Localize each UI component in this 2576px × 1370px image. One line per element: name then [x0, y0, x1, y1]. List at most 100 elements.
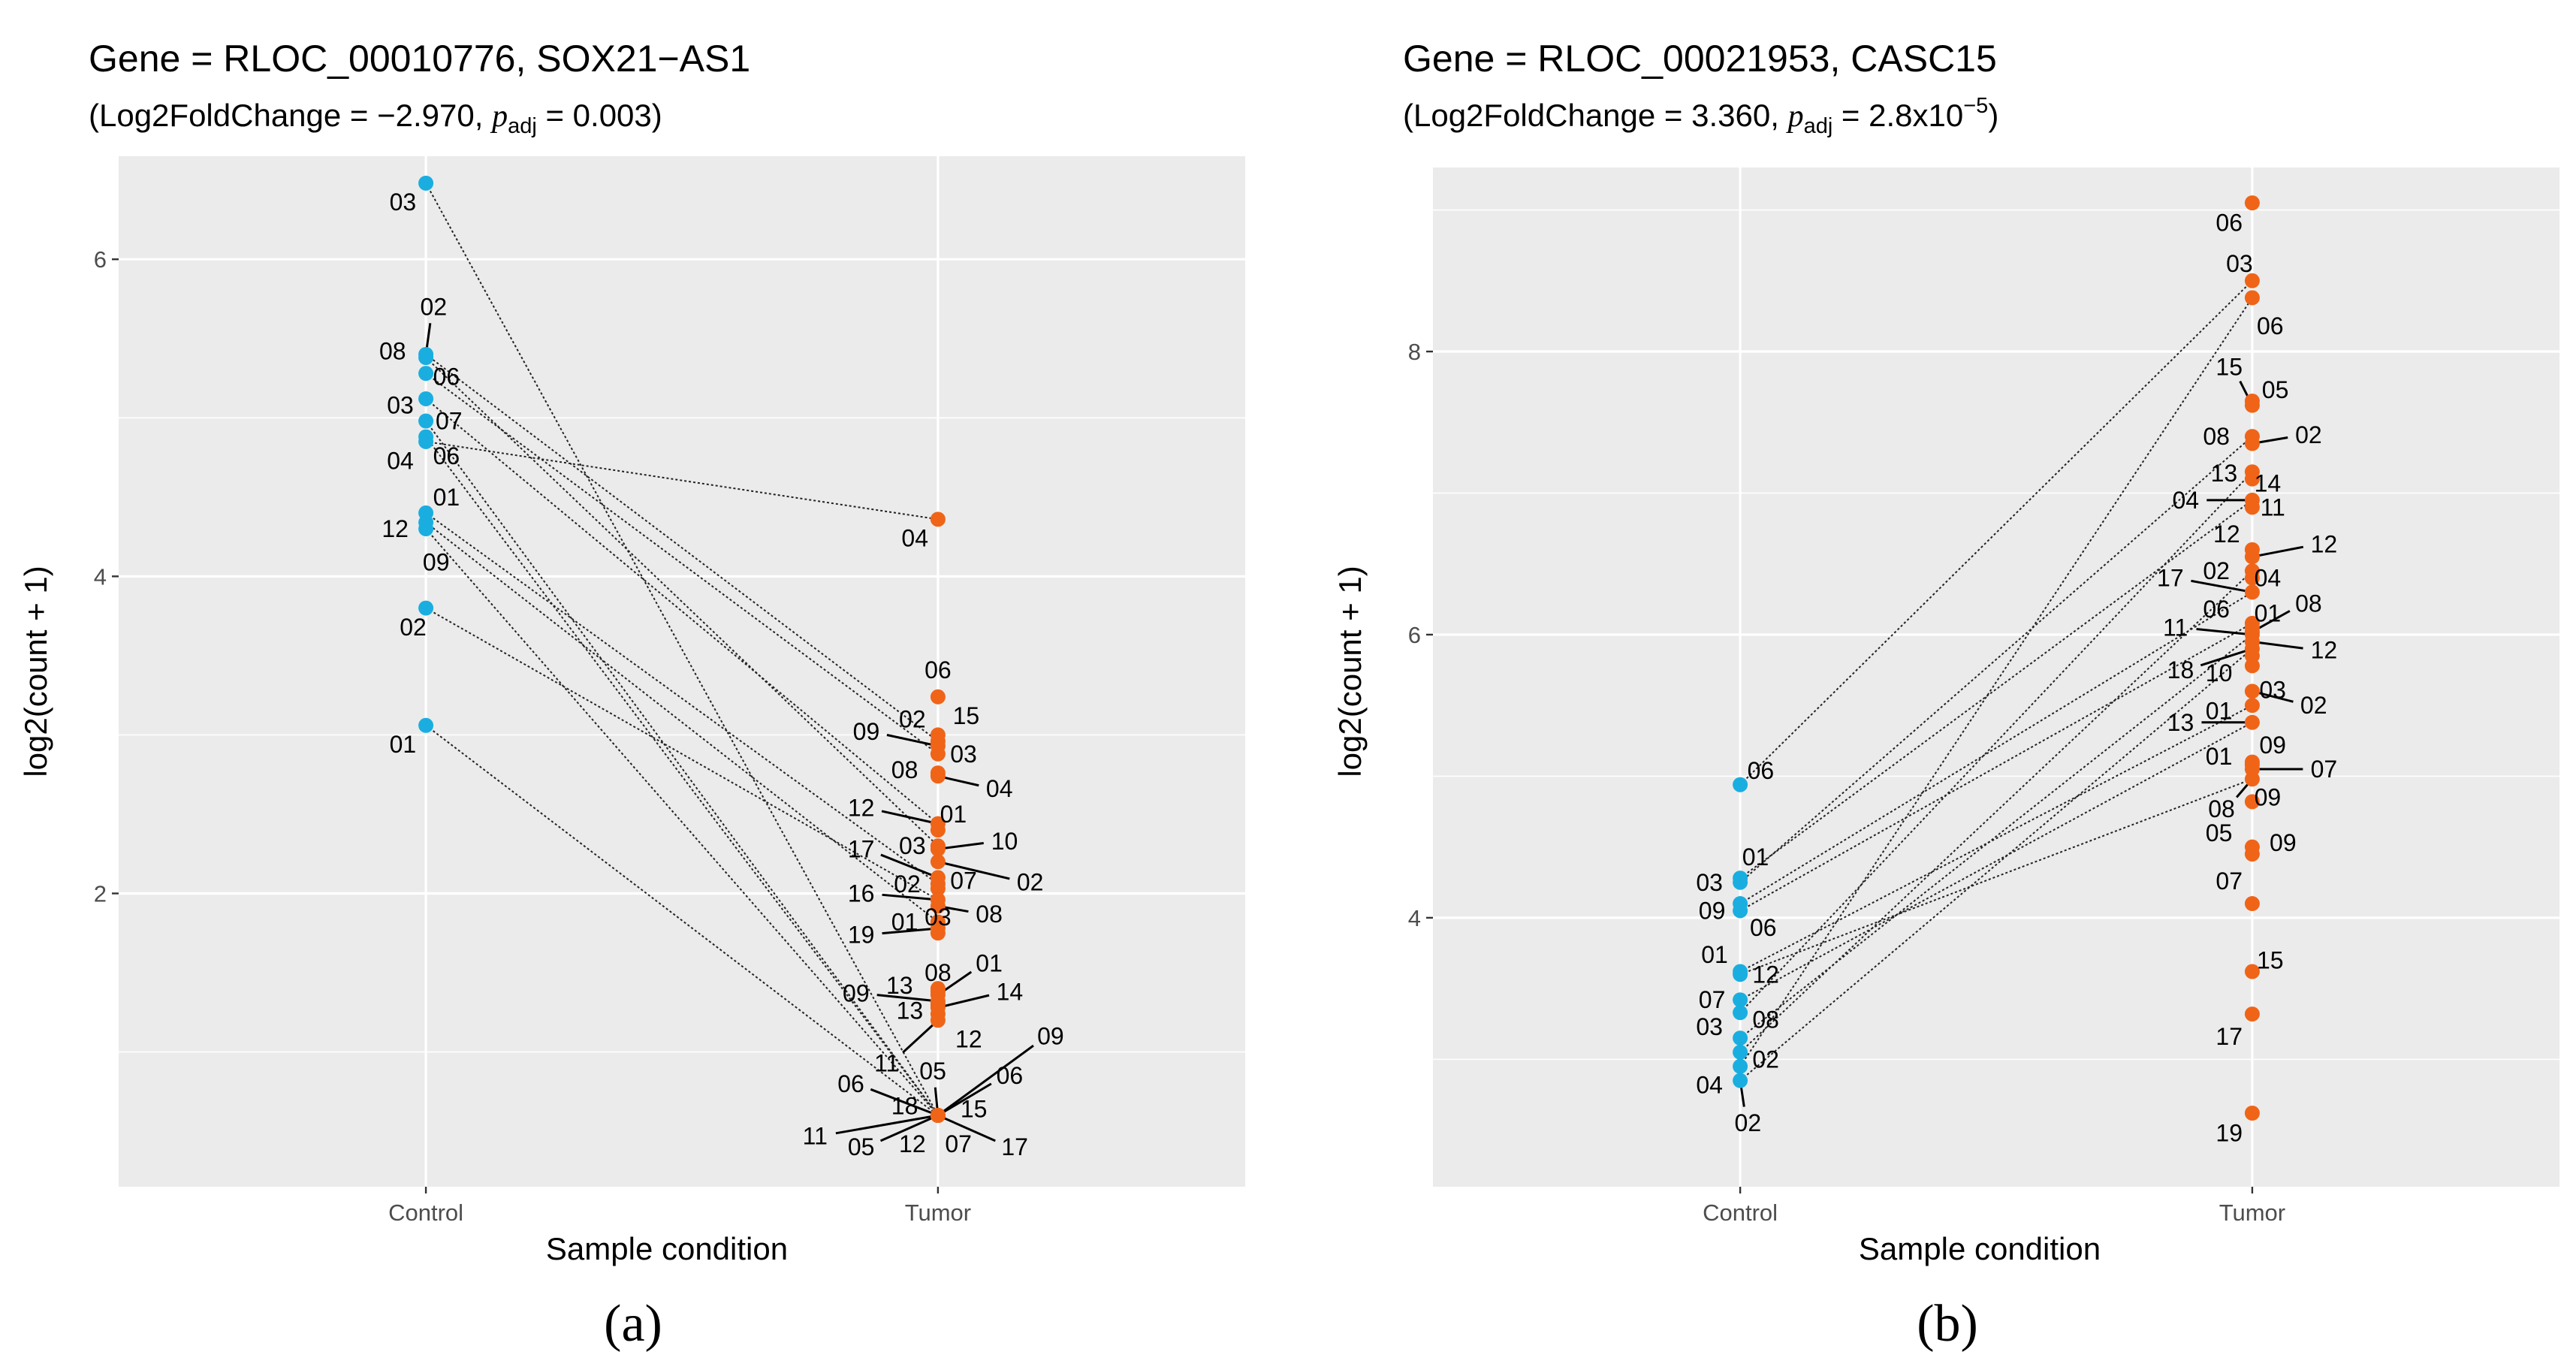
- point-label: 12: [899, 1130, 926, 1157]
- panel-a-points: [418, 175, 946, 1124]
- panel-a-plot-background: [119, 156, 1245, 1187]
- point-label: 07: [2216, 868, 2243, 895]
- data-point: [2244, 1105, 2260, 1121]
- point-label: 02: [2295, 421, 2322, 448]
- point-label: 08: [1752, 1006, 1779, 1034]
- panel-b-x-ticks: Control Tumor: [1703, 1187, 2285, 1226]
- data-point: [1733, 777, 1748, 792]
- data-point: [930, 898, 946, 914]
- point-label: 08: [2208, 795, 2235, 822]
- point-label: 01: [1742, 843, 1769, 871]
- data-point: [1733, 1044, 1748, 1060]
- label-leader-line: [876, 994, 939, 1003]
- point-label: 04: [901, 525, 928, 552]
- point-label: 10: [991, 828, 1018, 855]
- point-label: 17: [1001, 1133, 1028, 1160]
- point-label: 04: [1696, 1071, 1723, 1098]
- data-point: [418, 717, 434, 733]
- point-label: 05: [2206, 819, 2233, 846]
- data-point: [418, 413, 434, 429]
- data-point: [2244, 570, 2260, 586]
- point-label: 18: [2167, 656, 2194, 683]
- x-tick-label: Control: [388, 1200, 463, 1226]
- data-point: [418, 433, 434, 449]
- point-label: 11: [2261, 493, 2285, 521]
- point-label: 06: [1748, 757, 1775, 784]
- point-label: 02: [1017, 869, 1044, 896]
- point-label: 08: [976, 901, 1003, 928]
- point-label: 01: [433, 484, 460, 511]
- point-label: 12: [382, 515, 409, 542]
- point-label: 12: [955, 1026, 982, 1053]
- point-label: 05: [2262, 376, 2289, 403]
- label-leader-line: [2191, 579, 2253, 593]
- point-label: 17: [848, 835, 875, 862]
- data-point: [2244, 290, 2260, 306]
- data-point: [930, 689, 946, 705]
- panel-b: Gene = RLOC_00021953, CASC15 (Log2FoldCh…: [1332, 38, 2559, 1353]
- panel-b-caption: (b): [1917, 1295, 1978, 1353]
- point-label: 06: [433, 363, 460, 390]
- data-point: [930, 1108, 946, 1124]
- data-point: [418, 391, 434, 406]
- y-tick-label: 4: [1408, 905, 1421, 931]
- label-leader-line: [2196, 628, 2253, 636]
- panel-b-subtitle: (Log2FoldChange = 3.360, padj = 2.8x10−5…: [1403, 94, 1998, 138]
- point-label: 03: [1696, 1013, 1723, 1040]
- point-label: 07: [2311, 756, 2338, 783]
- point-label: 05: [848, 1133, 875, 1160]
- point-label: 03: [390, 189, 417, 216]
- point-label: 06: [2257, 312, 2284, 339]
- point-label: 14: [997, 978, 1024, 1005]
- point-label: 15: [2257, 946, 2284, 973]
- point-label: 01: [1701, 941, 1728, 968]
- pair-line: [425, 607, 939, 901]
- point-label: 12: [2311, 637, 2338, 664]
- panel-a-gridlines: [119, 156, 1245, 1187]
- data-point: [1733, 903, 1748, 919]
- point-label: 09: [1037, 1022, 1064, 1049]
- point-label: 08: [2203, 423, 2230, 450]
- point-label: 02: [2300, 692, 2327, 719]
- data-point: [2244, 964, 2260, 979]
- panel-a: Gene = RLOC_00010776, SOX21−AS1 (Log2Fol…: [18, 38, 1245, 1353]
- point-label: 06: [2216, 210, 2243, 237]
- data-point: [1733, 1073, 1748, 1088]
- y-tick-label: 6: [94, 246, 107, 273]
- pair-line: [425, 436, 939, 1116]
- pair-line: [425, 357, 939, 846]
- point-label: 06: [433, 442, 460, 469]
- point-label: 07: [1699, 986, 1726, 1013]
- label-leader-line: [2200, 647, 2253, 667]
- data-point: [418, 175, 434, 191]
- pair-line: [425, 512, 939, 885]
- data-point: [930, 746, 946, 762]
- data-point: [2244, 549, 2260, 565]
- point-label: 01: [2255, 600, 2282, 627]
- pair-line: [1739, 778, 2253, 976]
- data-point: [2244, 397, 2260, 413]
- point-label: 04: [2255, 565, 2282, 592]
- pair-line: [1739, 648, 2253, 1082]
- data-point: [2244, 698, 2260, 714]
- pair-line: [425, 724, 939, 1116]
- data-point: [930, 854, 946, 870]
- label-leader-line: [882, 893, 939, 901]
- label-leader-line: [937, 1114, 996, 1142]
- pair-line: [1739, 436, 2253, 883]
- data-point: [930, 768, 946, 784]
- panel-a-subtitle: (Log2FoldChange = −2.970, padj = 0.003): [89, 98, 662, 138]
- panel-a-x-axis-title: Sample condition: [546, 1231, 788, 1266]
- point-label: 11: [803, 1122, 828, 1149]
- point-label: 01: [2206, 743, 2233, 770]
- point-label: 19: [2216, 1119, 2243, 1146]
- point-label: 13: [2211, 460, 2238, 487]
- data-point: [1733, 1005, 1748, 1021]
- data-point: [2244, 846, 2260, 862]
- point-label: 12: [1752, 961, 1779, 988]
- panel-a-point-labels: 0302080603070604011209020104061502090308…: [379, 189, 1064, 1160]
- data-point: [930, 925, 946, 941]
- point-label: 08: [2295, 590, 2322, 617]
- point-label: 17: [2157, 565, 2184, 592]
